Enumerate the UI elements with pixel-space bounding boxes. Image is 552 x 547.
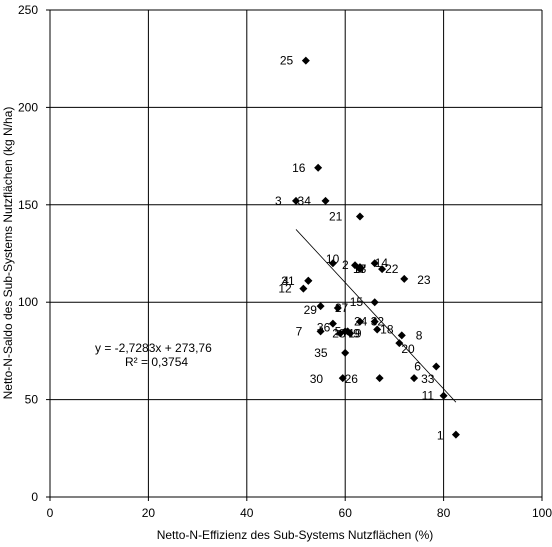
data-point bbox=[451, 430, 460, 439]
data-point bbox=[355, 265, 364, 274]
point-label: 10 bbox=[326, 252, 340, 266]
r-squared: R² = 0,3754 bbox=[125, 355, 188, 369]
y-tick-label: 200 bbox=[18, 100, 38, 114]
point-label: 26 bbox=[345, 372, 359, 386]
trendline bbox=[295, 229, 457, 403]
point-label: 12 bbox=[278, 282, 292, 296]
x-tick-label: 80 bbox=[437, 506, 451, 520]
point-label: 25 bbox=[280, 54, 294, 68]
x-tick-label: 60 bbox=[339, 506, 353, 520]
data-point bbox=[299, 284, 308, 293]
point-label: 36 bbox=[317, 321, 331, 335]
data-point bbox=[373, 325, 382, 334]
point-label: 1 bbox=[437, 429, 444, 443]
point-label: 8 bbox=[416, 328, 423, 342]
y-tick-label: 0 bbox=[31, 490, 38, 504]
point-label: 3 bbox=[275, 194, 282, 208]
data-point bbox=[397, 331, 406, 340]
point-label: 33 bbox=[421, 372, 435, 386]
point-label: 24 bbox=[354, 315, 368, 329]
y-tick-label: 250 bbox=[18, 3, 38, 17]
point-label: 22 bbox=[385, 262, 399, 276]
data-points bbox=[292, 56, 460, 439]
data-point bbox=[338, 374, 347, 383]
point-label: 13 bbox=[353, 262, 367, 276]
data-point bbox=[370, 259, 379, 268]
x-tick-label: 0 bbox=[47, 506, 54, 520]
point-label: 15 bbox=[350, 295, 364, 309]
data-point bbox=[328, 259, 337, 268]
point-label: 31 bbox=[281, 274, 295, 288]
data-point bbox=[400, 274, 409, 283]
point-label: 34 bbox=[298, 194, 312, 208]
axes bbox=[46, 9, 543, 501]
point-label: 21 bbox=[329, 209, 343, 223]
point-label: 27 bbox=[335, 301, 349, 315]
y-tick-label: 100 bbox=[18, 295, 38, 309]
point-label: 20 bbox=[401, 342, 415, 356]
point-label: 16 bbox=[292, 161, 306, 175]
trendline-equation: y = -2,7283x + 273,76 bbox=[95, 341, 212, 355]
data-point bbox=[316, 327, 325, 336]
data-point bbox=[410, 374, 419, 383]
point-label: 19 bbox=[348, 326, 362, 340]
point-label: 7 bbox=[296, 324, 303, 338]
point-label: 14 bbox=[375, 256, 389, 270]
data-point bbox=[321, 196, 330, 205]
point-label: 29 bbox=[304, 303, 318, 317]
data-point bbox=[292, 196, 300, 205]
x-tick-label: 100 bbox=[532, 506, 552, 520]
data-point bbox=[375, 374, 384, 383]
point-label: 5 bbox=[335, 324, 342, 338]
point-label: 18 bbox=[380, 322, 394, 336]
point-label: 30 bbox=[310, 372, 324, 386]
x-axis-label: Netto-N-Effizienz des Sub-Systems Nutzfl… bbox=[157, 528, 434, 542]
data-point bbox=[432, 362, 441, 371]
point-label: 35 bbox=[314, 346, 328, 360]
point-label: 28 bbox=[332, 326, 346, 340]
x-tick-label: 40 bbox=[240, 506, 254, 520]
data-point bbox=[336, 329, 345, 338]
data-point bbox=[378, 265, 387, 274]
data-point bbox=[355, 212, 364, 221]
point-label: 32 bbox=[371, 315, 385, 329]
data-point bbox=[370, 317, 379, 326]
tick-labels: 0 20 40 60 80 100 0 50 100 150 200 250 bbox=[18, 3, 552, 520]
data-point bbox=[395, 339, 404, 348]
data-point bbox=[439, 391, 448, 400]
point-label: 11 bbox=[422, 389, 435, 403]
x-tick-label: 20 bbox=[142, 506, 156, 520]
data-point bbox=[333, 304, 342, 313]
data-point bbox=[316, 302, 325, 311]
data-point bbox=[328, 319, 337, 328]
grid bbox=[49, 9, 543, 498]
data-point bbox=[304, 276, 313, 285]
y-axis-label: Netto-N-Saldo des Sub-Systems Nutzfläche… bbox=[1, 107, 15, 400]
data-point bbox=[355, 317, 364, 326]
data-point bbox=[314, 163, 323, 172]
point-label: 9 bbox=[353, 326, 360, 340]
data-point bbox=[341, 348, 350, 357]
point-label: 2 bbox=[342, 258, 349, 272]
data-point bbox=[370, 298, 379, 307]
point-label: 23 bbox=[417, 273, 431, 287]
data-point bbox=[301, 56, 310, 65]
point-label: 6 bbox=[414, 359, 421, 373]
y-tick-label: 150 bbox=[18, 198, 38, 212]
y-tick-label: 50 bbox=[25, 393, 39, 407]
point-label: 17 bbox=[353, 262, 367, 276]
point-label: 4 bbox=[282, 274, 289, 288]
